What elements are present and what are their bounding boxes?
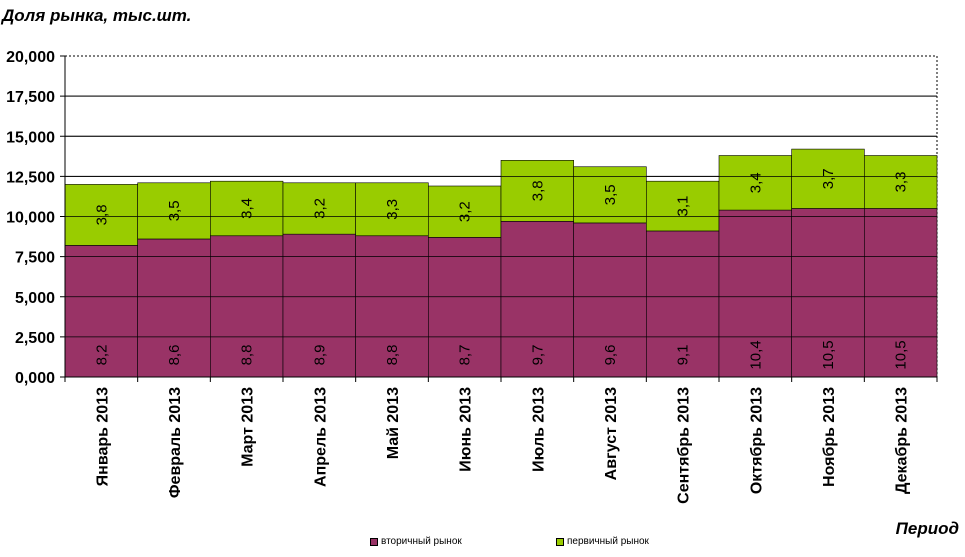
bar-primary-market <box>646 180 720 232</box>
data-label-secondary: 8,2 <box>93 345 110 366</box>
data-label-secondary: 8,9 <box>311 345 328 366</box>
bar-secondary-market <box>573 222 647 378</box>
bar-secondary-market <box>210 235 284 378</box>
bar-secondary-market <box>646 230 720 378</box>
bar-primary-market <box>500 160 574 222</box>
data-label-primary: 3,4 <box>747 172 764 193</box>
y-tick-labels: 0,000 2,500 5,000 7,500 10,000 12,500 15,000 17… <box>6 49 55 387</box>
bar-secondary-market <box>137 238 211 378</box>
x-tick-label: Март 2013 <box>240 387 257 467</box>
legend-label-secondary: вторичный рынок <box>381 536 462 547</box>
axes <box>60 55 938 382</box>
bar-primary-market <box>718 155 792 211</box>
bar-primary-market <box>791 148 865 209</box>
y-tick-label: 17,500 <box>6 89 55 106</box>
y-tick-label: 20,000 <box>6 49 55 66</box>
y-tick-label: 0,000 <box>15 370 55 387</box>
data-label-primary: 3,1 <box>675 196 692 217</box>
y-tick-label: 7,500 <box>15 250 55 267</box>
x-tick-label: Октябрь 2013 <box>748 387 765 494</box>
data-label-primary: 3,3 <box>893 172 910 193</box>
data-label-primary: 3,8 <box>529 180 546 201</box>
bar-secondary-market <box>64 245 138 378</box>
bar-primary-market <box>428 185 502 238</box>
x-tick-label: Май 2013 <box>385 387 402 459</box>
legend: вторичный рынок первичный рынок <box>0 536 965 550</box>
bar-primary-market <box>137 182 211 240</box>
data-label-secondary: 8,7 <box>457 345 474 366</box>
x-tick-label: Февраль 2013 <box>167 387 184 498</box>
data-label-primary: 3,3 <box>384 199 401 220</box>
data-label-secondary: 9,7 <box>529 345 546 366</box>
y-tick-label: 5,000 <box>15 290 55 307</box>
data-label-secondary: 10,5 <box>893 340 910 369</box>
bar-secondary-market <box>282 233 356 378</box>
bar-primary-market <box>64 184 138 246</box>
bar-primary-market <box>864 155 938 209</box>
data-labels: 8,2 3,8 8,6 3,5 8,8 3,4 8,9 3,2 8,8 3,3 8,7 3,2 9,7 3… <box>93 168 909 369</box>
x-tick-labels: Январь 2013 Февраль 2013 Март 2013 Апрель 2… <box>94 387 910 504</box>
data-label-primary: 3,7 <box>820 168 837 189</box>
data-label-secondary: 10,4 <box>747 340 764 369</box>
x-tick-label: Август 2013 <box>603 387 620 480</box>
x-tick-label: Сентябрь 2013 <box>676 387 693 504</box>
legend-label-primary: первичный рынок <box>567 536 649 547</box>
data-label-secondary: 9,1 <box>675 345 692 366</box>
bar-secondary-market <box>864 208 938 378</box>
bar-secondary-market <box>355 235 429 378</box>
data-label-secondary: 9,6 <box>602 345 619 366</box>
y-axis-title: Доля рынка, тыс.шт. <box>2 6 192 25</box>
data-label-secondary: 8,6 <box>166 345 183 366</box>
legend-item-secondary: вторичный рынок <box>370 536 462 547</box>
x-tick-label: Июнь 2013 <box>458 387 475 472</box>
bar-secondary-market <box>500 221 574 378</box>
x-tick-label: Июль 2013 <box>530 387 547 472</box>
data-label-primary: 3,5 <box>166 200 183 221</box>
x-tick-label: Декабрь 2013 <box>894 387 911 494</box>
data-label-primary: 3,2 <box>457 201 474 222</box>
data-label-primary: 3,4 <box>239 198 256 219</box>
data-label-secondary: 8,8 <box>239 345 256 366</box>
bars <box>64 95 938 378</box>
x-axis-title: Период <box>895 519 959 538</box>
data-label-secondary: 10,5 <box>820 340 837 369</box>
bar-primary-market <box>210 180 284 237</box>
y-tick-label: 10,000 <box>6 210 55 227</box>
data-label-secondary: 8,8 <box>384 345 401 366</box>
legend-swatch-primary <box>556 537 564 546</box>
data-label-primary: 3,2 <box>311 198 328 219</box>
x-tick-label: Январь 2013 <box>94 387 111 486</box>
data-label-primary: 3,5 <box>602 184 619 205</box>
legend-swatch-secondary <box>370 537 378 546</box>
data-label-primary: 3,8 <box>93 204 110 225</box>
bar-primary-market <box>355 182 429 237</box>
legend-item-primary: первичный рынок <box>556 536 649 547</box>
x-tick-label: Ноябрь 2013 <box>821 387 838 487</box>
y-tick-label: 2,500 <box>15 330 55 347</box>
x-tick-label: Апрель 2013 <box>312 387 329 487</box>
y-tick-label: 15,000 <box>6 129 55 146</box>
y-tick-label: 12,500 <box>6 169 55 186</box>
